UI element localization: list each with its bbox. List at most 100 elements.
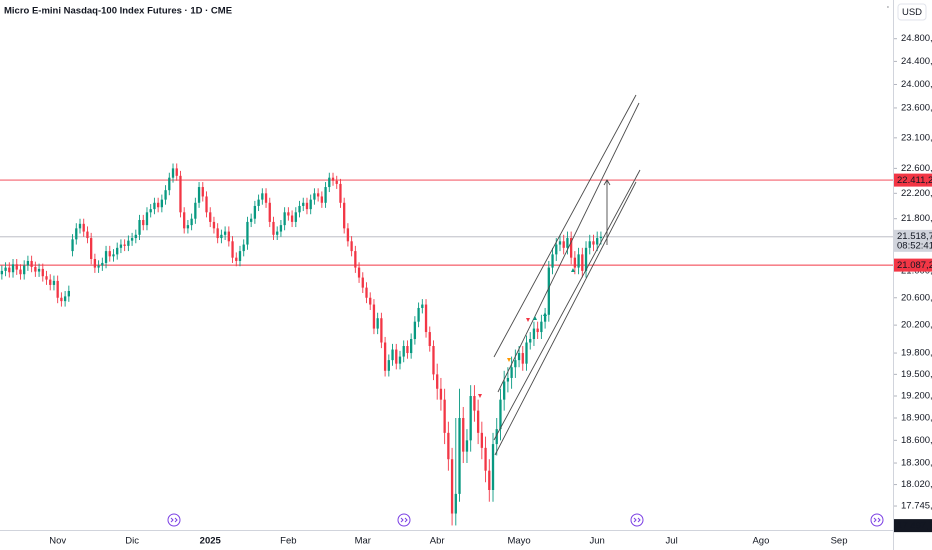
- candle-body: [599, 236, 603, 239]
- y-tick-label: 18.600,00: [901, 435, 932, 446]
- candle-body: [179, 175, 182, 213]
- candle-body: [19, 269, 22, 275]
- plot-area: [0, 163, 893, 526]
- x-tick-label: Nov: [49, 536, 66, 547]
- candle-body: [383, 342, 387, 371]
- candle-body: [402, 346, 405, 357]
- candle-body: [443, 399, 446, 433]
- candle-body: [491, 444, 495, 490]
- candle-body: [261, 193, 264, 200]
- candle-body: [82, 223, 85, 232]
- channel-line: [494, 181, 637, 456]
- candle-body: [78, 223, 82, 229]
- candle-body: [257, 199, 260, 206]
- candle-body: [90, 238, 93, 259]
- y-tick-label: 19.200,00: [901, 391, 932, 402]
- candle-body: [432, 346, 435, 375]
- y-tick-label: 22.600,00: [901, 163, 932, 174]
- candle-body: [309, 199, 312, 210]
- candle-body: [517, 353, 521, 361]
- price-line-label-box: [894, 258, 932, 272]
- candle-body: [343, 202, 346, 229]
- price-line-label: 21.087,25: [897, 260, 932, 271]
- candle-body: [242, 244, 245, 252]
- candle-body: [52, 280, 56, 285]
- candle-body: [324, 187, 327, 203]
- candle-body: [525, 342, 528, 364]
- candle-body: [37, 268, 41, 272]
- candle-body: [450, 459, 454, 514]
- y-tick-label: 23.100,00: [901, 132, 932, 143]
- candle-body: [164, 190, 167, 200]
- marker: [478, 394, 482, 398]
- candle-body: [149, 209, 152, 213]
- candle-body: [171, 168, 175, 178]
- candle-body: [569, 238, 573, 258]
- candle-body: [584, 247, 588, 271]
- candle-body: [75, 228, 78, 240]
- x-tick-label: 2025: [200, 536, 222, 547]
- candle-body: [45, 276, 48, 280]
- candle-body: [365, 287, 368, 298]
- candle-body: [536, 328, 539, 333]
- candle-body: [116, 247, 119, 255]
- y-tick-label: 24.800,00: [901, 33, 932, 44]
- candle-body: [235, 257, 238, 261]
- candle-body: [566, 238, 569, 248]
- candle-body: [462, 417, 465, 452]
- x-tick-label: Abr: [430, 536, 445, 547]
- candle-body: [447, 432, 450, 460]
- event-icon[interactable]: [167, 513, 181, 527]
- x-tick-label: Mar: [355, 536, 371, 547]
- candle-body: [588, 241, 591, 248]
- candle-body: [436, 374, 439, 389]
- candle-body: [223, 231, 227, 235]
- channel-line: [493, 94, 637, 358]
- candle-body: [424, 304, 428, 333]
- candle-body: [205, 196, 208, 213]
- axis-labels: 24.800,00 24.400,00 24.000,00 23.600,00 23.1…: [49, 33, 932, 547]
- candle-body: [361, 277, 364, 288]
- candle-body: [350, 241, 353, 252]
- candle-body: [480, 432, 484, 448]
- candle-body: [290, 215, 294, 222]
- candle-body: [506, 377, 510, 382]
- candle-body: [428, 332, 431, 347]
- candle-body: [250, 218, 253, 222]
- candle-body: [34, 266, 37, 272]
- marker: [533, 316, 537, 320]
- y-tick-label: 19.800,00: [901, 348, 932, 359]
- candle-body: [268, 202, 271, 222]
- y-tick-label: 24.400,00: [901, 56, 932, 67]
- candle-body: [227, 231, 230, 242]
- channel-line: [497, 102, 640, 393]
- candle-body: [41, 268, 44, 277]
- candle-body: [145, 212, 149, 226]
- chart-title: Micro E-mini Nasdaq-100 Index Futures · …: [4, 6, 232, 17]
- event-icon[interactable]: [870, 513, 884, 527]
- last-price-label: 21.518,75: [897, 231, 932, 242]
- candle-body: [573, 257, 577, 268]
- candle-body: [201, 187, 204, 197]
- candle-body: [119, 244, 123, 248]
- candle-body: [558, 241, 562, 245]
- candle-body: [11, 264, 15, 273]
- candle-body: [56, 280, 59, 298]
- candle-body: [398, 356, 402, 364]
- currency: USD: [902, 7, 922, 18]
- candle-body: [391, 349, 394, 361]
- currency-box[interactable]: [897, 3, 927, 21]
- candle-body: [596, 238, 599, 245]
- candle-body: [458, 417, 461, 494]
- candle-body: [417, 307, 420, 322]
- menu-dots[interactable]: ·: [886, 2, 889, 13]
- y-tick-label: 20.200,00: [901, 320, 932, 331]
- event-icon[interactable]: [397, 513, 411, 527]
- candle-body: [138, 219, 141, 235]
- candle-body: [305, 202, 309, 210]
- last-price-box: [894, 229, 932, 252]
- event-icon[interactable]: [630, 513, 644, 527]
